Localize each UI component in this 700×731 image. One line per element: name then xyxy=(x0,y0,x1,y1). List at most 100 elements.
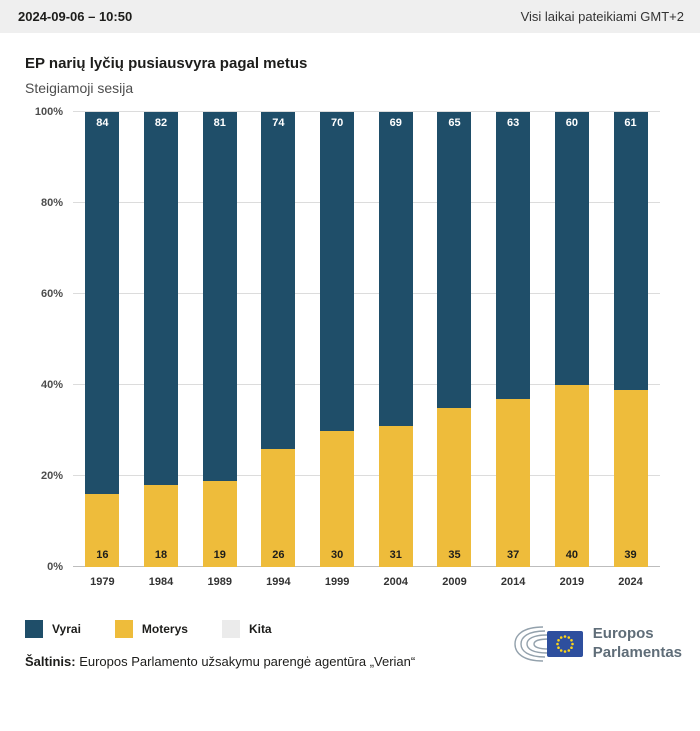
y-axis-label-0: 0% xyxy=(47,561,63,573)
gridline-80 xyxy=(73,202,660,203)
bar-2009: 65 35 xyxy=(437,112,472,567)
source-note: Šaltinis: Europos Parlamento užsakymu pa… xyxy=(25,654,415,669)
legend-item-kita: Kita xyxy=(221,619,272,638)
x-axis-label-2014: 2014 xyxy=(500,576,526,588)
bar-segment-moterys: 31 xyxy=(378,425,413,567)
y-axis-label-40: 40% xyxy=(40,379,63,391)
legend-item-vyrai: Vyrai xyxy=(25,619,81,638)
x-axis-label-1979: 1979 xyxy=(90,576,115,588)
y-axis-label-20: 20% xyxy=(40,470,63,482)
bar-value-vyrai: 74 xyxy=(272,117,285,130)
bar-segment-moterys: 35 xyxy=(437,407,472,567)
bar-value-vyrai: 63 xyxy=(507,117,520,130)
bar-value-moterys: 31 xyxy=(389,549,402,561)
eu-flag xyxy=(546,631,583,657)
gridline-60 xyxy=(73,293,660,294)
bar-segment-vyrai: 60 xyxy=(554,112,589,385)
bar-value-moterys: 16 xyxy=(96,549,109,561)
y-axis-label-80: 80% xyxy=(40,197,63,209)
bar-value-moterys: 19 xyxy=(213,549,226,561)
header-timezone-note: Visi laikai pateikiami GMT+2 xyxy=(520,9,684,24)
bar-value-moterys: 35 xyxy=(448,549,461,561)
gridline-0 xyxy=(73,566,660,567)
plot-row: 0% 20% 40% 60% 80% 100% 84 16 82 18 81 19 74 26 70 30 6… xyxy=(25,106,660,573)
bar-value-moterys: 37 xyxy=(507,549,520,561)
y-axis: 0% 20% 40% 60% 80% 100% xyxy=(25,106,73,573)
gridline-20 xyxy=(73,475,660,476)
x-axis-label-1989: 1989 xyxy=(207,576,232,588)
bar-value-moterys: 30 xyxy=(330,549,344,561)
y-axis-label-100: 100% xyxy=(34,106,63,118)
legend-swatch-kita xyxy=(221,619,240,638)
bar-1994: 74 26 xyxy=(261,112,296,567)
footer: Vyrai Moterys Kita Šaltinis: Europos Parla… xyxy=(25,618,682,670)
plot-area: 84 16 82 18 81 19 74 26 70 30 69 31 65 35 63 37 60 40 61 39 xyxy=(73,111,660,567)
bar-segment-moterys: 37 xyxy=(496,398,531,567)
bar-segment-vyrai: 63 xyxy=(496,112,531,399)
source-label: Šaltinis: xyxy=(25,653,76,669)
bar-value-vyrai: 70 xyxy=(330,117,344,129)
bar-segment-moterys: 26 xyxy=(261,448,296,567)
bar-value-moterys: 40 xyxy=(565,549,578,561)
source-text: Europos Parlamento užsakymu parengė agen… xyxy=(75,653,416,669)
x-axis: 1979 1984 1989 1994 1999 2004 2009 2014 2019 2024 xyxy=(73,576,660,588)
logo-text-line1: Europos xyxy=(592,625,654,643)
legend-swatch-vyrai xyxy=(25,619,43,638)
european-parliament-logo: Europos Parlamentas xyxy=(513,618,682,670)
legend: Vyrai Moterys Kita xyxy=(25,619,415,638)
parliament-hemicycle-icon xyxy=(514,626,583,662)
x-axis-label-1984: 1984 xyxy=(148,576,174,588)
bar-1979: 84 16 xyxy=(85,112,120,567)
bar-2019: 60 40 xyxy=(554,112,589,567)
page-subtitle: Steigiamoji sesija xyxy=(25,80,134,96)
bar-value-vyrai: 69 xyxy=(389,117,402,130)
bar-segment-vyrai: 70 xyxy=(320,112,355,431)
x-axis-label-2019: 2019 xyxy=(559,576,585,588)
eu-flag-stars xyxy=(555,635,574,653)
bar-segment-moterys: 30 xyxy=(320,430,355,567)
bar-segment-vyrai: 82 xyxy=(144,112,179,486)
footer-left: Vyrai Moterys Kita Šaltinis: Europos Parla… xyxy=(25,619,415,669)
legend-swatch-moterys xyxy=(114,619,133,638)
gridline-40 xyxy=(73,384,660,385)
x-axis-label-2004: 2004 xyxy=(383,576,409,588)
top-bar: 2024-09-06 – 10:50 Visi laikai pateikiam… xyxy=(0,0,700,33)
legend-item-moterys: Moterys xyxy=(114,619,188,638)
y-axis-label-60: 60% xyxy=(40,288,63,300)
title-block: EP narių lyčių pusiausvyra pagal metus S… xyxy=(25,55,700,96)
stacked-bar-chart: 0% 20% 40% 60% 80% 100% 84 16 82 18 81 19 74 26 70 30 6… xyxy=(25,106,660,588)
bar-segment-vyrai: 61 xyxy=(613,112,648,390)
bar-value-moterys: 18 xyxy=(154,549,168,561)
bar-value-vyrai: 61 xyxy=(624,117,637,130)
page-title: EP narių lyčių pusiausvyra pagal metus xyxy=(25,55,308,72)
bar-1989: 81 19 xyxy=(202,112,237,567)
gridlines xyxy=(73,111,660,567)
logo-text-line2: Parlamentas xyxy=(592,644,682,661)
x-axis-label-1994: 1994 xyxy=(266,576,291,588)
bar-1999: 70 30 xyxy=(320,112,355,567)
bar-1984: 82 18 xyxy=(144,112,179,567)
bar-segment-vyrai: 69 xyxy=(378,112,413,426)
bar-segment-vyrai: 81 xyxy=(202,112,237,481)
bar-segment-moterys: 16 xyxy=(85,494,120,567)
legend-label-moterys: Moterys xyxy=(141,621,188,636)
bar-value-vyrai: 81 xyxy=(213,117,226,130)
header-datetime: 2024-09-06 – 10:50 xyxy=(18,9,133,24)
x-axis-label-1999: 1999 xyxy=(324,576,350,588)
bar-segment-moterys: 40 xyxy=(554,385,589,567)
gridline-100 xyxy=(73,111,660,112)
bar-value-vyrai: 60 xyxy=(565,117,578,129)
legend-label-vyrai: Vyrai xyxy=(52,621,81,636)
logo-text: Europos Parlamentas xyxy=(593,625,682,663)
bar-segment-moterys: 39 xyxy=(613,389,648,567)
bar-2014: 63 37 xyxy=(496,112,531,567)
x-axis-label-2009: 2009 xyxy=(442,576,467,588)
bar-segment-vyrai: 74 xyxy=(261,112,296,449)
x-axis-label-2024: 2024 xyxy=(618,576,643,588)
bar-segment-moterys: 19 xyxy=(202,480,237,567)
bars: 84 16 82 18 81 19 74 26 70 30 69 31 65 35 63 37 60 40 61 39 xyxy=(73,112,660,567)
legend-label-kita: Kita xyxy=(248,621,272,636)
bar-segment-vyrai: 84 xyxy=(85,112,120,495)
bar-value-moterys: 26 xyxy=(272,549,285,561)
bar-2004: 69 31 xyxy=(378,112,413,567)
